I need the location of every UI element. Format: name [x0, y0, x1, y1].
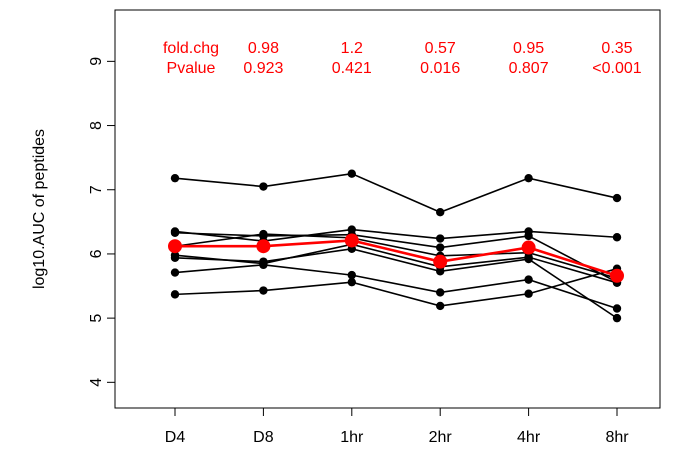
series-line	[174, 228, 618, 242]
series-point	[524, 231, 533, 241]
series-point	[524, 289, 533, 298]
x-axis: D4 D8 1hr 2hr 4hr 8hr	[165, 408, 629, 446]
series-point	[436, 301, 445, 311]
series-line	[174, 243, 618, 284]
x-tick-label: 2hr	[429, 429, 453, 446]
mean-point	[433, 254, 448, 269]
series-point	[524, 275, 533, 284]
pvalue-value: 0.421	[332, 60, 372, 77]
fold-change-label: fold.chg	[163, 40, 219, 57]
series-line	[174, 247, 618, 319]
series-point	[524, 173, 533, 183]
series-7	[170, 264, 622, 311]
series-line	[174, 264, 618, 310]
y-tick-label: 9	[88, 57, 105, 66]
mean-point	[256, 239, 271, 254]
y-tick-label: 6	[88, 249, 105, 258]
series-1	[170, 169, 622, 217]
series-point	[259, 182, 268, 191]
series-point	[170, 173, 180, 183]
fold-change-value: 0.95	[513, 40, 544, 57]
y-axis-label: log10.AUC of peptides	[31, 129, 48, 289]
x-tick-label: D4	[165, 429, 186, 446]
x-tick-label: 1hr	[340, 429, 364, 446]
series-line	[174, 172, 618, 214]
series-line	[174, 233, 618, 280]
series-point	[259, 286, 268, 295]
series-point	[170, 251, 180, 260]
y-tick-label: 5	[88, 314, 105, 323]
pvalue-value: <0.001	[592, 60, 641, 77]
pvalue-value: 0.807	[509, 60, 549, 77]
fold-change-value: 0.98	[248, 40, 279, 57]
series-point	[436, 243, 445, 252]
y-tick-label: 4	[88, 378, 105, 387]
series-point	[259, 259, 268, 268]
series-point	[347, 277, 356, 287]
y-tick-label: 7	[88, 185, 105, 194]
series-point	[436, 208, 445, 217]
pvalue-label: Pvalue	[167, 60, 216, 77]
x-tick-label: 8hr	[605, 429, 629, 446]
series-layer	[170, 169, 622, 323]
series-point	[170, 290, 180, 299]
mean-point	[344, 233, 359, 248]
mean-line	[175, 239, 618, 277]
pvalue-value: 0.016	[420, 60, 460, 77]
series-point	[524, 252, 533, 262]
x-tick-label: D8	[253, 429, 274, 446]
mean-point	[610, 268, 624, 283]
series-point	[436, 234, 445, 243]
series-point	[612, 233, 622, 242]
series-point	[170, 268, 180, 277]
fold-change-value: 1.2	[341, 40, 363, 57]
series-line	[174, 267, 618, 307]
y-axis: 4 5 6 7 8 9	[88, 57, 115, 387]
series-point	[612, 193, 622, 203]
y-tick-label: 8	[88, 121, 105, 130]
annotation-values: 0.98 0.923 1.2 0.421 0.57 0.016 0.95 0.807 0.35 <…	[243, 40, 641, 77]
series-point	[436, 288, 445, 297]
x-tick-label: 4hr	[517, 429, 541, 446]
series-point	[347, 169, 356, 178]
mean-point	[168, 239, 182, 254]
plot-frame	[114, 9, 661, 409]
fold-change-value: 0.57	[425, 40, 456, 57]
mean-point	[521, 240, 536, 255]
series-point	[259, 229, 268, 239]
pvalue-value: 0.923	[243, 60, 283, 77]
mean-layer	[168, 233, 624, 283]
series-point	[170, 228, 180, 237]
annotations: fold.chg Pvalue 0.98 0.923 1.2 0.421 0.57 0.0…	[163, 40, 642, 77]
series-point	[347, 270, 356, 280]
fold-change-value: 0.35	[601, 40, 632, 57]
series-point	[612, 313, 622, 323]
series-point	[612, 304, 622, 313]
